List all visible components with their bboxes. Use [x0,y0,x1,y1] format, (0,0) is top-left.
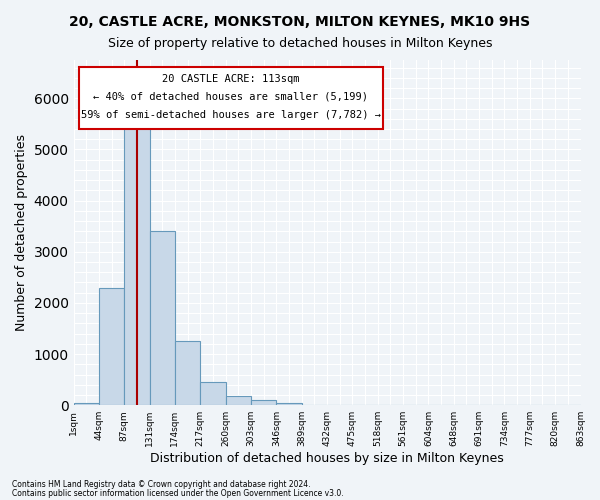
Bar [175,342,200,405]
Text: 20, CASTLE ACRE, MONKSTON, MILTON KEYNES, MK10 9HS: 20, CASTLE ACRE, MONKSTON, MILTON KEYNES… [70,15,530,29]
Bar [99,288,124,405]
Text: 59% of semi-detached houses are larger (7,782) →: 59% of semi-detached houses are larger (… [80,110,380,120]
Bar [124,76,149,405]
Bar [74,402,99,405]
Bar [226,396,251,405]
Bar [277,402,302,405]
Text: Size of property relative to detached houses in Milton Keynes: Size of property relative to detached ho… [108,38,492,51]
Bar [200,382,226,405]
Text: Contains public sector information licensed under the Open Government Licence v3: Contains public sector information licen… [12,488,344,498]
Y-axis label: Number of detached properties: Number of detached properties [15,134,28,331]
FancyBboxPatch shape [79,67,383,129]
Bar [302,404,327,405]
Text: Contains HM Land Registry data © Crown copyright and database right 2024.: Contains HM Land Registry data © Crown c… [12,480,311,489]
Bar [149,232,175,405]
Bar [251,400,277,405]
Text: ← 40% of detached houses are smaller (5,199): ← 40% of detached houses are smaller (5,… [93,91,368,101]
Text: 20 CASTLE ACRE: 113sqm: 20 CASTLE ACRE: 113sqm [162,74,299,84]
X-axis label: Distribution of detached houses by size in Milton Keynes: Distribution of detached houses by size … [150,452,504,465]
